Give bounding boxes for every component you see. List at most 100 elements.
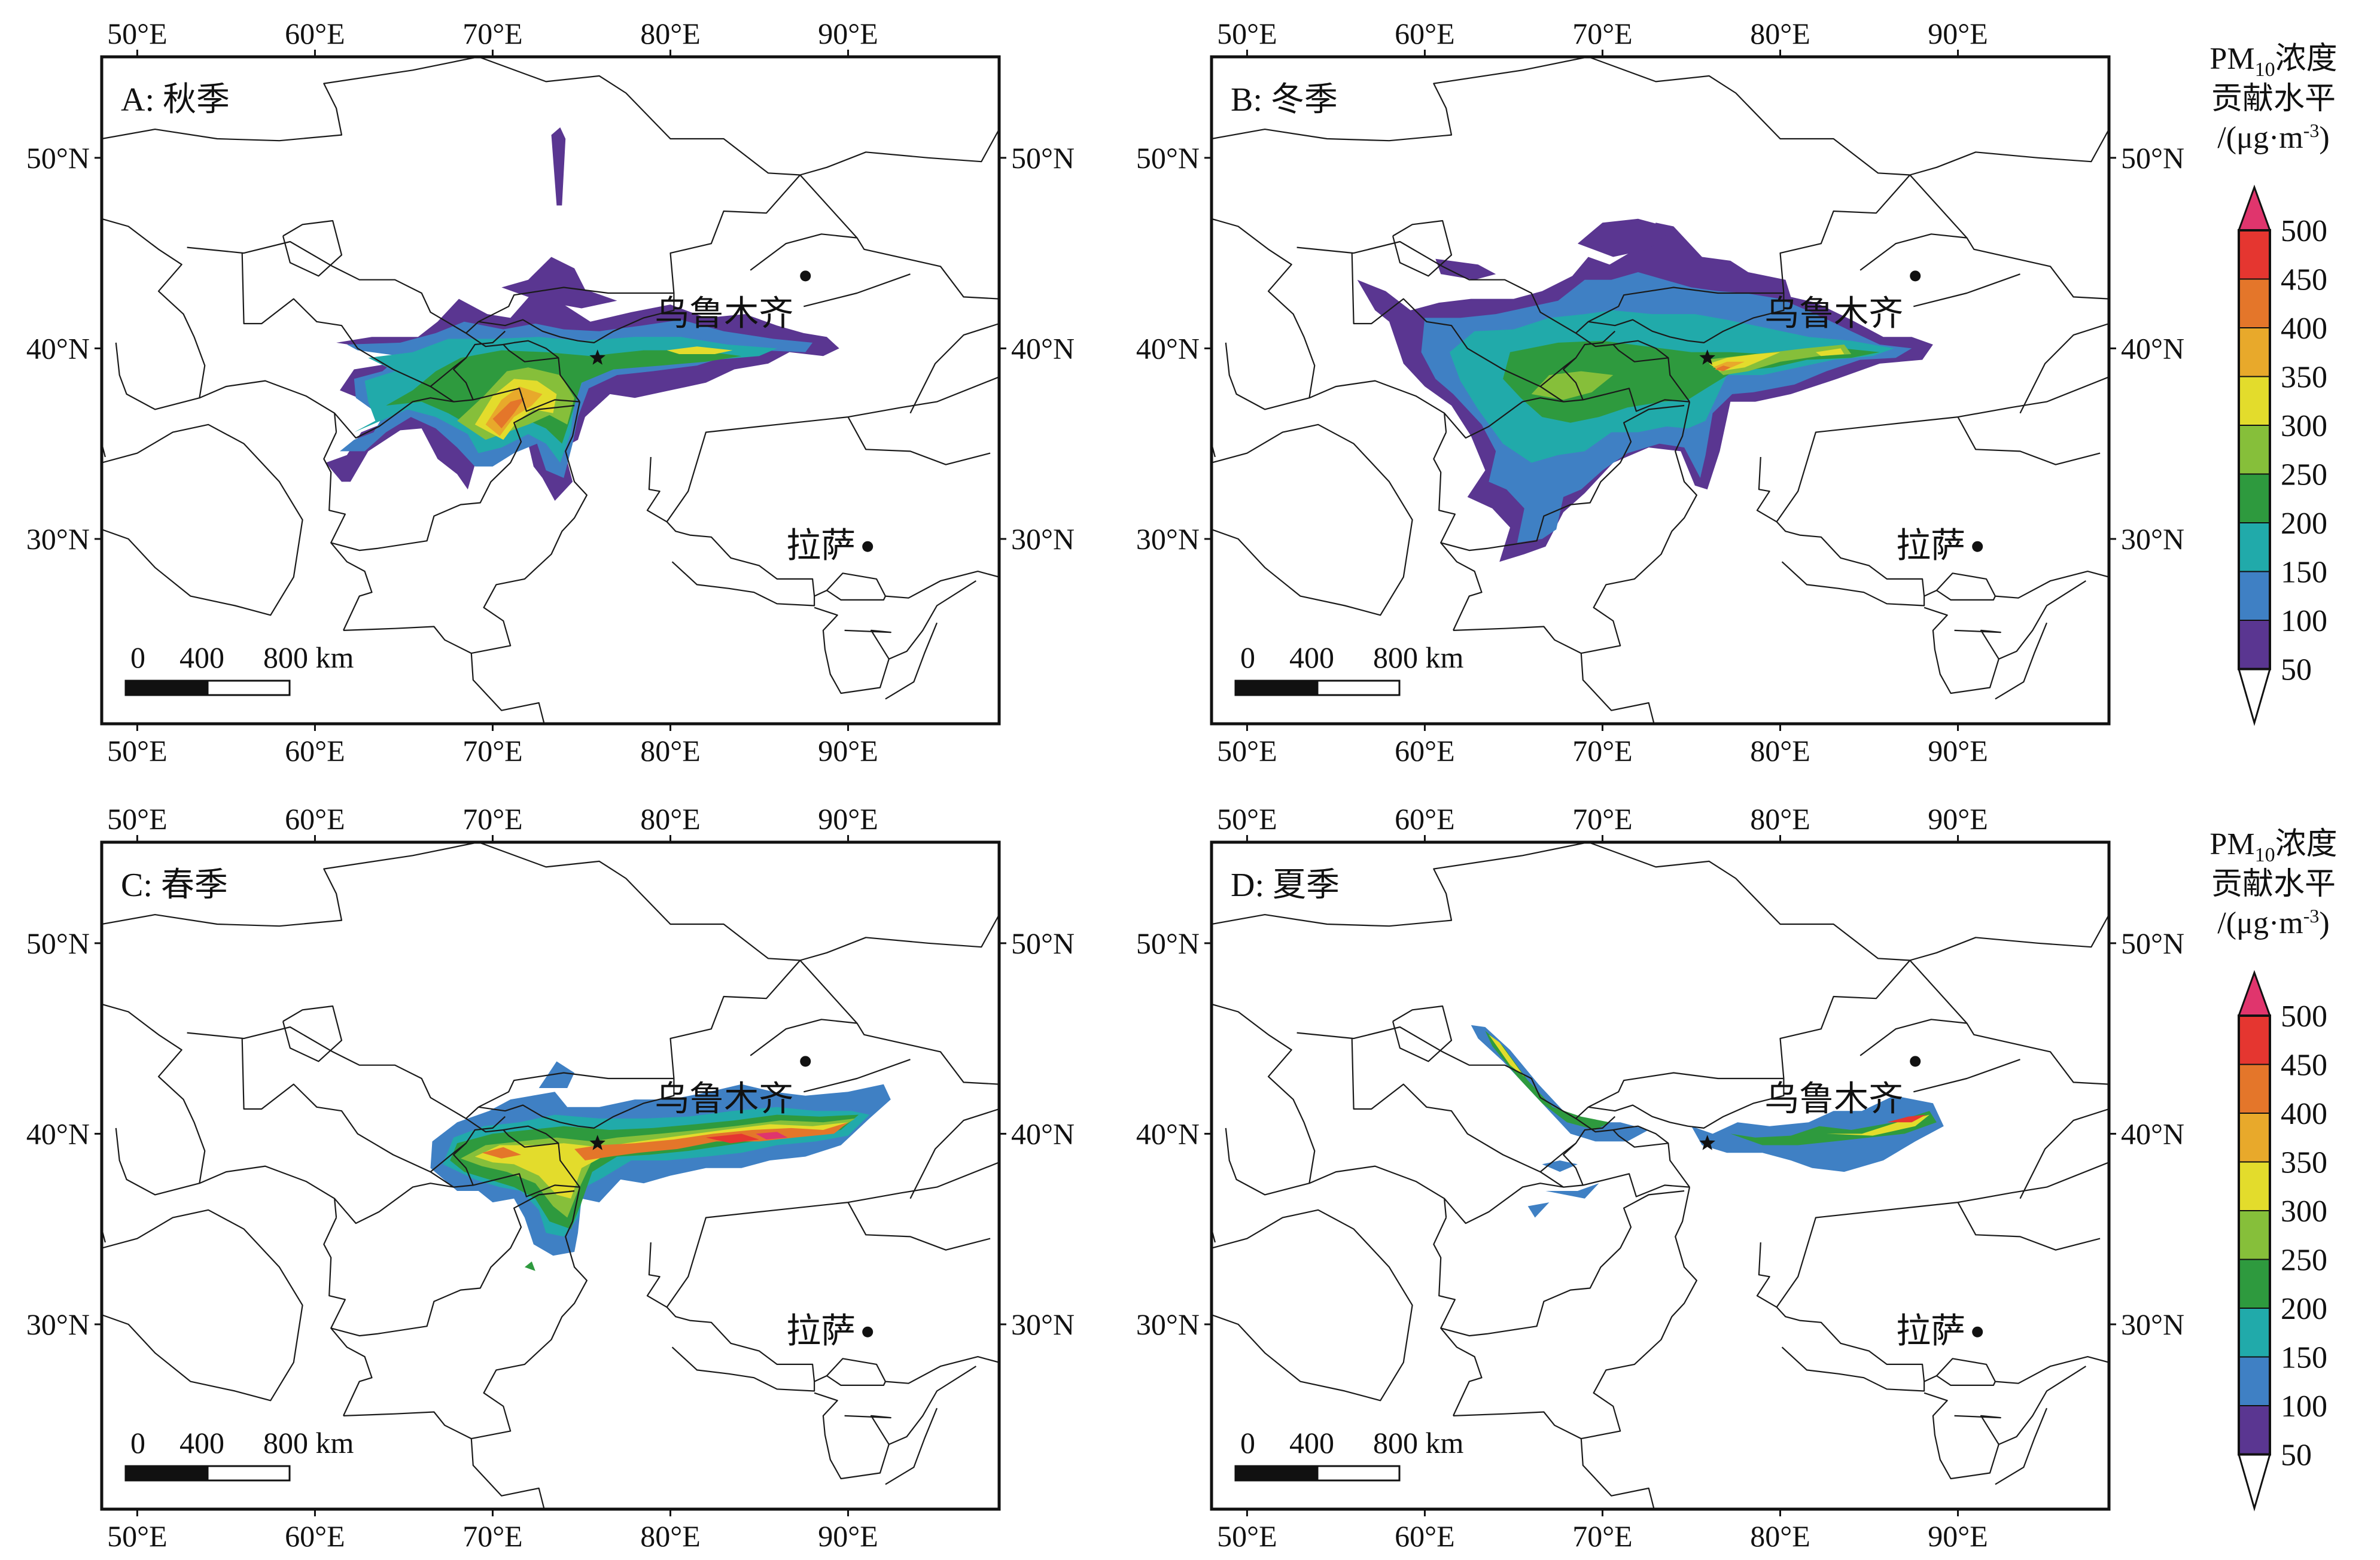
lon-tick-top: 70°E (1572, 17, 1633, 50)
map-frame (100, 840, 1001, 1511)
border-line (1909, 174, 2109, 300)
lon-tick-bottom: 70°E (1572, 734, 1633, 767)
lon-tick-top: 80°E (1750, 17, 1810, 50)
lon-tick-bottom: 80°E (1750, 734, 1810, 767)
map-frame (100, 55, 1001, 726)
lat-tick-right: 50°N (2121, 927, 2184, 960)
lon-tick-bottom: 50°E (1217, 734, 1277, 767)
border-line (187, 240, 674, 334)
colorbar-extend-bottom (2238, 668, 2271, 726)
border-line (478, 293, 675, 343)
scalebar-white (1316, 1465, 1401, 1482)
lat-tick-left: 50°N (1136, 927, 1200, 960)
lon-tick-top: 60°E (1395, 17, 1455, 50)
colorbar-segment-150 (2238, 1308, 2271, 1358)
panel-label: A: 秋季 (121, 81, 230, 118)
border-line (1924, 1392, 2001, 1480)
scalebar-label: 800 km (263, 1426, 354, 1460)
border-line (1453, 1411, 1582, 1440)
border-line (1581, 1187, 1697, 1440)
scalebar-label: 400 (1289, 641, 1334, 674)
colorbar-segment-100 (2238, 1356, 2271, 1406)
contour-level-250 (1531, 371, 1614, 400)
border-line (1588, 1078, 1785, 1129)
map-panel-D: 50°E 50°E 60°E 60°E 70°E 70°E 80°E 80°E 90°E 90°E… (1136, 802, 2184, 1553)
border-line (1756, 1242, 2109, 1384)
colorbar-segment-450 (2238, 1015, 2271, 1065)
lon-tick-top: 60°E (1395, 802, 1455, 836)
colorbar-title-sub: 10 (2255, 844, 2275, 866)
border-line (888, 580, 976, 660)
colorbar-label: 500 (2281, 1000, 2327, 1034)
lat-tick-right: 40°N (1011, 1117, 1075, 1150)
border-line (1440, 1327, 1483, 1416)
colorbar-segment-400 (2238, 278, 2271, 328)
border-line (1936, 590, 1996, 601)
lat-tick-right: 50°N (1011, 927, 1075, 960)
lon-tick-bottom: 80°E (640, 734, 701, 767)
lon-tick-bottom: 60°E (285, 734, 345, 767)
scalebar-label: 800 km (263, 641, 354, 674)
colorbar-extend-bottom (2238, 1454, 2271, 1512)
lon-tick-top: 50°E (1217, 17, 1277, 50)
border-line (1392, 1005, 1453, 1062)
scalebar-label: 400 (179, 641, 224, 674)
border-line (471, 401, 588, 654)
border-line (1539, 1116, 1616, 1172)
border-line (102, 57, 801, 176)
colorbar-label: 250 (2281, 1244, 2327, 1278)
lon-tick-top: 50°E (107, 17, 168, 50)
lon-tick-bottom: 80°E (640, 1519, 701, 1553)
lat-tick-right: 30°N (1011, 1308, 1075, 1341)
colorbar-label: 50 (2281, 653, 2312, 687)
lon-tick-top: 80°E (640, 802, 701, 836)
city-label: 乌鲁木齐 (655, 1079, 793, 1118)
border-line (334, 1173, 580, 1224)
colorbar-label: 200 (2281, 1292, 2327, 1326)
city-label: 拉萨 (786, 526, 856, 565)
border-line (430, 1116, 506, 1172)
border-line (1776, 376, 2109, 522)
lat-tick-left: 40°N (1136, 331, 1200, 365)
lon-tick-bottom: 90°E (818, 1519, 878, 1553)
border-line (750, 233, 857, 271)
border-line (1995, 1407, 2048, 1485)
map-panel-B: 50°E 50°E 60°E 60°E 70°E 70°E 80°E 80°E 90°E 90°E… (1136, 17, 2184, 767)
border-line (478, 1078, 675, 1129)
lon-tick-top: 90°E (818, 802, 878, 836)
colorbar-label: 500 (2281, 214, 2327, 248)
border-line (1444, 1173, 1690, 1224)
lon-tick-top: 50°E (107, 802, 168, 836)
lon-tick-bottom: 90°E (818, 734, 878, 767)
scalebar-black (124, 680, 209, 696)
border-line (814, 1392, 891, 1480)
lon-tick-top: 80°E (640, 17, 701, 50)
border-line (1957, 416, 2101, 465)
border-line (1581, 401, 1697, 654)
border-line (909, 322, 999, 414)
lon-tick-bottom: 70°E (462, 734, 523, 767)
country-borders (102, 57, 999, 724)
border-line (1212, 1003, 1316, 1196)
lon-tick-top: 90°E (818, 17, 878, 50)
border-line (826, 590, 886, 601)
city-label: 拉萨 (786, 1312, 856, 1351)
colorbar-segment-300 (2238, 1161, 2271, 1211)
lon-tick-bottom: 60°E (1395, 1519, 1455, 1553)
border-line (1212, 57, 1910, 176)
colorbar-label: 400 (2281, 312, 2327, 346)
border-line (799, 174, 999, 300)
border-line (1913, 1059, 2020, 1093)
lat-tick-left: 50°N (1136, 141, 1200, 175)
colorbar-label: 450 (2281, 263, 2327, 297)
border-line (102, 1209, 303, 1401)
scalebar-black (1234, 680, 1319, 696)
contour-level-300 (1826, 1114, 1929, 1136)
border-line (1859, 1019, 1967, 1056)
colorbar-segment-150 (2238, 522, 2271, 572)
map-area (1212, 842, 2109, 1509)
colorbar-label: 300 (2281, 1195, 2327, 1229)
colorbar-title-line3: /(μg·m-3) (2217, 905, 2329, 940)
colorbar-unit-sup: -3 (2303, 120, 2320, 141)
